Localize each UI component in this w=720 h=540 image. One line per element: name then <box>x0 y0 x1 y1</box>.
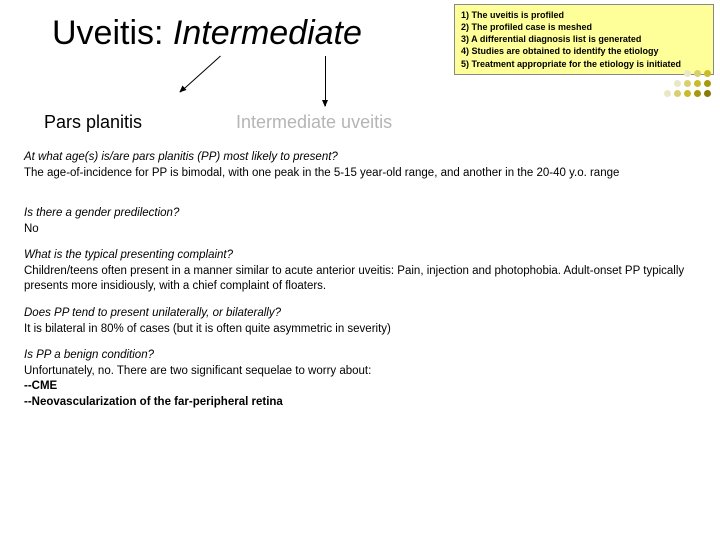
question-text: What is the typical presenting complaint… <box>24 248 696 264</box>
qa-block: Is there a gender predilection?No <box>24 206 696 237</box>
decorative-dot <box>674 90 681 97</box>
answer-text: --Neovascularization of the far-peripher… <box>24 395 696 411</box>
decorative-dot <box>684 90 691 97</box>
subheading-pars-planitis: Pars planitis <box>44 112 142 133</box>
qa-block: Does PP tend to present unilaterally, or… <box>24 306 696 337</box>
question-text: Is there a gender predilection? <box>24 206 696 222</box>
decorative-dot <box>694 70 701 77</box>
decorative-dot <box>704 90 711 97</box>
decorative-dot <box>704 70 711 77</box>
answer-text: --CME <box>24 379 696 395</box>
question-text: Does PP tend to present unilaterally, or… <box>24 306 696 322</box>
decorative-dot <box>664 90 671 97</box>
slide-title: Uveitis: Intermediate <box>52 14 362 53</box>
qa-block: At what age(s) is/are pars planitis (PP)… <box>24 150 696 181</box>
question-text: Is PP a benign condition? <box>24 348 696 364</box>
decorative-dot <box>704 80 711 87</box>
legend-line: 4) Studies are obtained to identify the … <box>461 45 707 57</box>
legend-box: 1) The uveitis is profiled2) The profile… <box>454 4 714 75</box>
decorative-dot <box>684 70 691 77</box>
decorative-dot <box>684 80 691 87</box>
arrow-to-intermediate-uveitis <box>325 56 326 106</box>
answer-text: The age-of-incidence for PP is bimodal, … <box>24 166 696 182</box>
legend-line: 1) The uveitis is profiled <box>461 9 707 21</box>
answer-text: It is bilateral in 80% of cases (but it … <box>24 322 696 338</box>
arrow-to-pars-planitis <box>180 56 221 93</box>
qa-block: Is PP a benign condition?Unfortunately, … <box>24 348 696 410</box>
title-plain: Uveitis: <box>52 14 173 52</box>
answer-text: Unfortunately, no. There are two signifi… <box>24 364 696 380</box>
answer-text: No <box>24 222 696 238</box>
decorative-dot <box>674 80 681 87</box>
decorative-dot <box>694 80 701 87</box>
answer-text: Children/teens often present in a manner… <box>24 264 696 295</box>
title-italic: Intermediate <box>173 14 362 52</box>
legend-line: 2) The profiled case is meshed <box>461 21 707 33</box>
question-text: At what age(s) is/are pars planitis (PP)… <box>24 150 696 166</box>
decorative-dot <box>694 90 701 97</box>
legend-line: 5) Treatment appropriate for the etiolog… <box>461 58 707 70</box>
qa-block: What is the typical presenting complaint… <box>24 248 696 295</box>
corner-dots <box>654 70 712 98</box>
legend-line: 3) A differential diagnosis list is gene… <box>461 33 707 45</box>
subheading-intermediate-uveitis: Intermediate uveitis <box>236 112 392 133</box>
